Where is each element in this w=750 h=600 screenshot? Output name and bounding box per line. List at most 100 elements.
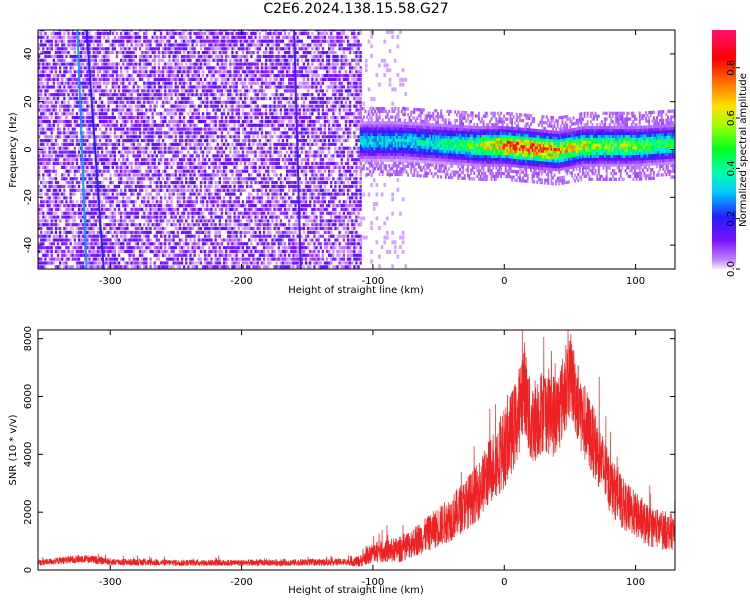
heatmap-cell [67, 246, 70, 250]
heatmap-cell [216, 204, 219, 208]
heatmap-cell [113, 188, 116, 192]
heatmap-cell [48, 62, 51, 66]
heatmap-cell [44, 139, 47, 143]
heatmap-cell [235, 127, 238, 131]
heatmap-cell [113, 85, 116, 89]
heatmap-cell [40, 238, 43, 242]
heatmap-cell [166, 181, 169, 185]
heatmap-cell [107, 135, 110, 139]
heatmap-cell [206, 184, 209, 189]
heatmap-cell [197, 158, 200, 162]
heatmap-cell [38, 54, 41, 59]
heatmap-cell [143, 249, 146, 254]
heatmap-cell [54, 96, 58, 101]
heatmap-cell [246, 31, 249, 36]
heatmap-cell [214, 234, 217, 238]
heatmap-cell [134, 184, 137, 189]
heatmap-cell [59, 30, 62, 32]
heatmap-cell [258, 265, 261, 269]
heatmap-cell [220, 142, 224, 146]
heatmap-cell [180, 249, 184, 254]
heatmap-cell [92, 234, 95, 238]
heatmap-cell [231, 81, 234, 85]
heatmap-cell [183, 39, 186, 43]
heatmap-cell [193, 200, 196, 204]
heatmap-cell [113, 265, 116, 269]
heatmap-cell [117, 96, 121, 101]
heatmap-cell [65, 165, 68, 169]
heatmap-cell [204, 261, 207, 265]
heatmap-cell [40, 230, 43, 234]
heatmap-cell [256, 135, 259, 139]
heatmap-cell [170, 66, 173, 70]
heatmap-cell [126, 100, 129, 104]
heatmap-cell [71, 93, 74, 97]
heatmap-cell [155, 192, 158, 196]
heatmap-cell [214, 200, 217, 204]
heatmap-cell [233, 47, 236, 51]
heatmap-cell [153, 89, 156, 93]
heatmap-cell [206, 131, 209, 135]
heatmap-cell [183, 242, 186, 246]
heatmap-cell [241, 62, 245, 66]
heatmap-cell [153, 81, 156, 85]
heatmap-cell [59, 89, 62, 93]
heatmap-cell [241, 85, 245, 89]
heatmap-cell [222, 85, 226, 89]
heatmap-cell [214, 246, 217, 250]
heatmap-cell [204, 93, 207, 97]
heatmap-cell [220, 184, 224, 189]
heatmap-cell [138, 104, 142, 108]
heatmap-cell [250, 253, 253, 257]
heatmap-cell [183, 200, 186, 204]
heatmap-cell [48, 85, 51, 89]
heatmap-cell [40, 146, 43, 150]
heatmap-cell [157, 265, 161, 269]
heatmap-cell [168, 62, 171, 66]
heatmap-cell [162, 51, 165, 55]
heatmap-cell [109, 196, 112, 200]
heatmap-cell [206, 127, 209, 131]
heatmap-cell [132, 77, 135, 81]
heatmap-cell [88, 161, 91, 166]
heatmap-cell [241, 211, 245, 215]
heatmap-cell [88, 116, 91, 120]
heatmap-cell [176, 150, 179, 154]
heatmap-cell [254, 100, 257, 104]
heatmap-cell [172, 242, 175, 246]
heatmap-cell [222, 135, 226, 139]
heatmap-cell [63, 85, 66, 89]
heatmap-cell [195, 223, 198, 227]
heatmap-cell [231, 204, 234, 208]
heatmap-cell [128, 31, 131, 36]
heatmap-cell [73, 104, 76, 108]
heatmap-cell [222, 204, 226, 208]
heatmap-cell [180, 246, 184, 250]
heatmap-cell [220, 119, 224, 124]
heatmap-cell [141, 66, 144, 70]
heatmap-cell [38, 43, 41, 47]
heatmap-cell [141, 89, 144, 93]
heatmap-cell [172, 127, 175, 131]
heatmap-cell [254, 81, 257, 85]
heatmap-cell [111, 211, 114, 215]
heatmap-cell [69, 249, 72, 254]
heatmap-cell [197, 51, 200, 55]
heatmap-cell [105, 85, 108, 89]
heatmap-cell [189, 116, 192, 120]
heatmap-cell [143, 184, 146, 189]
heatmap-cell [151, 116, 154, 120]
heatmap-cell [98, 181, 102, 185]
heatmap-cell [195, 127, 198, 131]
heatmap-cell [183, 31, 186, 36]
heatmap-cell [250, 43, 253, 47]
heatmap-cell [189, 135, 192, 139]
heatmap-cell [42, 139, 45, 143]
heatmap-cell [128, 238, 131, 242]
heatmap-cell [48, 200, 51, 204]
heatmap-cell [239, 54, 242, 59]
heatmap-cell [258, 173, 261, 177]
heatmap-cell [241, 54, 245, 59]
heatmap-cell [229, 85, 232, 89]
heatmap-cell [166, 131, 169, 135]
